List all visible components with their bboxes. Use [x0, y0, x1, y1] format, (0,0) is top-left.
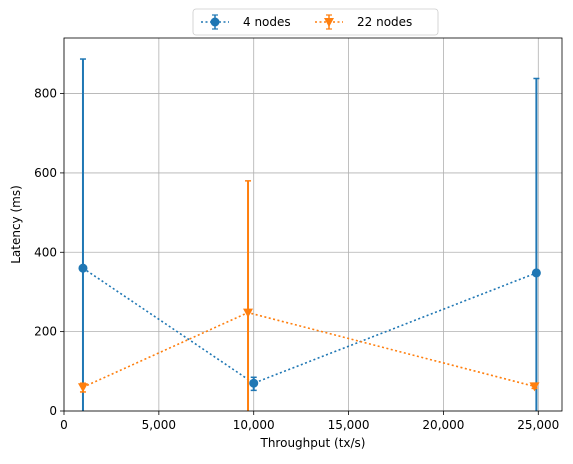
y-tick-label: 400 — [34, 245, 57, 259]
x-tick-label: 10,000 — [233, 418, 275, 432]
series-1 — [78, 58, 541, 411]
plot-series — [77, 58, 541, 411]
grid — [63, 38, 562, 412]
data-point — [77, 383, 88, 393]
x-tick-label: 0 — [60, 418, 68, 432]
x-tick-label: 20,000 — [422, 418, 464, 432]
y-axis: 0 200 400 600 800 — [34, 87, 64, 418]
legend-item-2: 22 nodes — [315, 14, 412, 30]
data-point — [249, 378, 259, 388]
data-point — [531, 268, 541, 278]
legend: 4 nodes 22 nodes — [192, 8, 439, 36]
x-axis-label: Throughput (tx/s) — [260, 436, 366, 450]
legend-item-1: 4 nodes — [201, 14, 291, 30]
y-tick-label: 800 — [34, 87, 57, 101]
legend-marker — [210, 17, 220, 27]
plot-frame — [63, 37, 563, 412]
x-tick-label: 5,000 — [142, 418, 176, 432]
y-tick-label: 0 — [49, 404, 57, 418]
legend-label: 22 nodes — [357, 15, 412, 29]
data-point — [243, 308, 254, 318]
series-line — [82, 267, 537, 385]
legend-label: 4 nodes — [243, 15, 291, 29]
y-axis-label: Latency (ms) — [9, 185, 23, 264]
series-2 — [77, 180, 540, 411]
x-axis: 0 5,000 10,000 15,000 20,000 25,000 — [60, 411, 559, 432]
legend-marker — [324, 18, 334, 27]
series-line — [82, 311, 535, 388]
y-tick-label: 200 — [34, 325, 57, 339]
data-point — [529, 382, 540, 392]
x-tick-label: 25,000 — [517, 418, 559, 432]
x-tick-label: 15,000 — [328, 418, 370, 432]
y-tick-label: 600 — [34, 166, 57, 180]
data-point — [78, 263, 88, 273]
